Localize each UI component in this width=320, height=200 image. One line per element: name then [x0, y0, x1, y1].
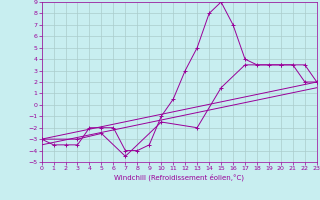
X-axis label: Windchill (Refroidissement éolien,°C): Windchill (Refroidissement éolien,°C) — [114, 174, 244, 181]
